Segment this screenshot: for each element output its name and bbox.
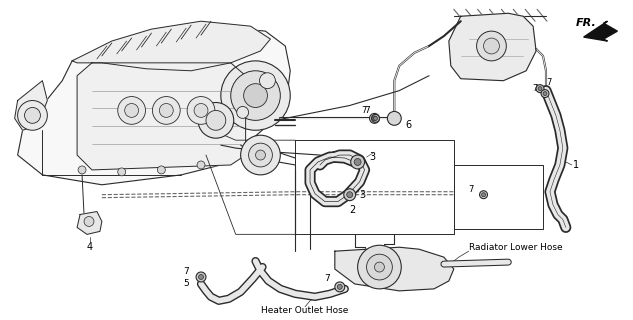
Text: 7: 7	[361, 106, 367, 115]
Text: 5: 5	[184, 279, 189, 288]
Circle shape	[160, 103, 173, 117]
Circle shape	[84, 217, 94, 227]
Circle shape	[536, 85, 544, 92]
Text: 7: 7	[184, 267, 189, 276]
Circle shape	[187, 97, 215, 124]
Circle shape	[351, 155, 365, 169]
Circle shape	[543, 92, 547, 96]
Text: 3: 3	[370, 152, 375, 162]
Text: 7: 7	[533, 84, 538, 93]
Circle shape	[370, 113, 379, 123]
Circle shape	[387, 111, 401, 125]
Circle shape	[199, 275, 203, 279]
Circle shape	[477, 31, 506, 61]
Circle shape	[241, 135, 280, 175]
Circle shape	[354, 158, 361, 165]
Polygon shape	[18, 26, 290, 185]
Circle shape	[375, 262, 384, 272]
Text: 2: 2	[349, 204, 356, 215]
Circle shape	[337, 284, 342, 289]
Circle shape	[260, 73, 275, 89]
Polygon shape	[72, 21, 270, 71]
Circle shape	[538, 87, 542, 91]
Circle shape	[256, 150, 265, 160]
Circle shape	[484, 38, 499, 54]
Circle shape	[231, 71, 280, 120]
Text: FR.: FR.	[576, 18, 596, 28]
Circle shape	[372, 114, 379, 122]
Text: 3: 3	[360, 190, 366, 200]
Text: 1: 1	[573, 160, 579, 170]
Circle shape	[249, 143, 272, 167]
Circle shape	[196, 272, 206, 282]
Circle shape	[78, 166, 86, 174]
Circle shape	[372, 116, 377, 121]
Polygon shape	[335, 247, 454, 291]
Circle shape	[344, 189, 356, 201]
Circle shape	[125, 103, 139, 117]
Circle shape	[237, 107, 249, 118]
Circle shape	[18, 100, 47, 130]
Circle shape	[221, 61, 290, 130]
Circle shape	[158, 166, 165, 174]
Text: 7: 7	[365, 106, 370, 115]
Text: 7: 7	[324, 275, 330, 284]
Circle shape	[25, 108, 41, 123]
Text: Heater Outlet Hose: Heater Outlet Hose	[261, 306, 349, 315]
Polygon shape	[15, 81, 47, 130]
Polygon shape	[584, 21, 617, 41]
Text: 6: 6	[405, 120, 411, 130]
Circle shape	[373, 116, 377, 120]
Circle shape	[482, 193, 486, 197]
Circle shape	[118, 168, 126, 176]
Circle shape	[335, 282, 345, 292]
Circle shape	[347, 192, 353, 198]
Polygon shape	[449, 13, 536, 81]
Circle shape	[194, 103, 208, 117]
Circle shape	[367, 254, 392, 280]
Text: 7: 7	[546, 78, 551, 87]
Polygon shape	[77, 63, 246, 170]
Circle shape	[206, 110, 226, 130]
Circle shape	[198, 102, 234, 138]
Polygon shape	[77, 212, 102, 234]
Text: 7: 7	[468, 185, 473, 194]
Circle shape	[541, 90, 549, 98]
Text: Radiator Lower Hose: Radiator Lower Hose	[468, 243, 562, 252]
Text: 4: 4	[87, 242, 93, 252]
Circle shape	[118, 97, 146, 124]
Circle shape	[480, 191, 487, 199]
Circle shape	[358, 245, 401, 289]
Circle shape	[244, 84, 267, 108]
Circle shape	[197, 161, 205, 169]
Circle shape	[153, 97, 180, 124]
